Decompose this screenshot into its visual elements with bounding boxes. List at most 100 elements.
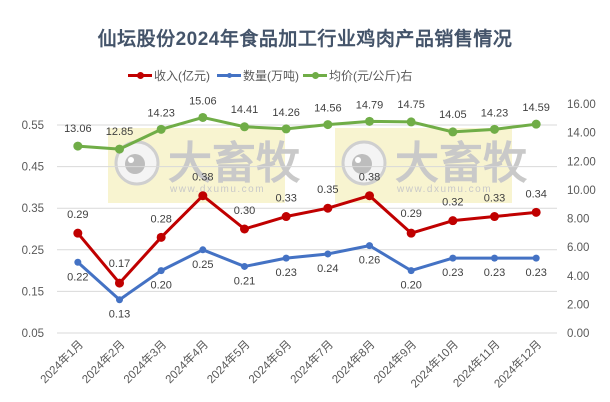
data-label: 0.34	[525, 188, 546, 200]
data-label: 0.32	[442, 197, 463, 209]
data-point-marker[interactable]	[448, 127, 458, 137]
legend-label: 均价(元/公斤)右	[329, 68, 413, 83]
x-axis-tick-label: 2024年3月	[121, 337, 170, 386]
data-label: 12.85	[106, 126, 134, 138]
data-point-marker[interactable]	[531, 207, 541, 217]
chart-legend: 收入(亿元) 数量(万吨) 均价(元/公斤)右	[0, 66, 610, 84]
data-label: 14.59	[522, 102, 550, 114]
legend-item-volume[interactable]: 数量(万吨)	[217, 66, 299, 84]
data-point-marker[interactable]	[240, 122, 249, 132]
right-axis-tick-label: 6.00	[567, 242, 589, 254]
right-axis-tick-label: 14.00	[567, 128, 596, 140]
data-point-marker[interactable]	[406, 228, 416, 238]
data-point-marker[interactable]	[281, 124, 291, 134]
data-point-marker[interactable]	[449, 254, 457, 262]
data-point-marker[interactable]	[198, 191, 208, 201]
data-point-marker[interactable]	[282, 254, 290, 262]
data-labels: 0.29 0.17 0.28 0.38 0.30 0.33 0.35 0.38 0.29 0.32…	[64, 95, 550, 320]
left-axis-tick-label: 0.35	[22, 203, 44, 215]
data-point-marker[interactable]	[323, 203, 333, 213]
data-label: 0.13	[109, 309, 130, 321]
data-point-marker[interactable]	[490, 124, 499, 134]
x-axis-tick-label: 2024年1月	[37, 337, 86, 386]
right-axis-tick-label: 10.00	[567, 185, 596, 197]
data-label: 0.38	[359, 172, 380, 184]
data-point-marker[interactable]	[241, 262, 248, 270]
legend-item-avg-price[interactable]: 均价(元/公斤)右	[303, 66, 412, 84]
data-point-marker[interactable]	[490, 212, 499, 222]
right-y-axis: 16.00 14.00 12.00 10.00 8.00 6.00 4.00 2.00 0.00	[567, 99, 596, 340]
data-label: 0.33	[275, 193, 296, 205]
data-point-marker[interactable]	[73, 141, 83, 151]
data-point-marker[interactable]	[74, 258, 82, 266]
svg-text:大畜牧: 大畜牧	[395, 139, 528, 188]
data-label: 0.26	[359, 255, 380, 267]
legend-line-marker-icon	[303, 71, 327, 79]
data-label: 0.30	[234, 205, 255, 217]
right-axis-tick-label: 8.00	[567, 214, 589, 226]
data-point-marker[interactable]	[240, 224, 249, 234]
gridlines	[57, 124, 557, 334]
data-label: 0.28	[150, 213, 171, 225]
legend-label: 收入(亿元)	[154, 68, 210, 83]
data-point-marker[interactable]	[199, 246, 207, 254]
right-axis-tick-label: 16.00	[567, 99, 596, 111]
legend-line-marker-icon	[217, 72, 241, 78]
legend-label: 数量(万吨)	[243, 68, 299, 83]
data-label: 0.38	[192, 172, 213, 184]
data-point-marker[interactable]	[448, 216, 458, 226]
series-layer	[73, 112, 541, 304]
data-label: 0.23	[525, 267, 546, 279]
x-axis-tick-label: 2024年5月	[204, 337, 253, 386]
left-axis-tick-label: 0.05	[22, 328, 44, 340]
data-point-marker[interactable]	[323, 120, 333, 130]
data-point-marker[interactable]	[531, 119, 541, 129]
data-point-marker[interactable]	[156, 124, 166, 134]
data-point-marker[interactable]	[406, 117, 416, 127]
data-point-marker[interactable]	[407, 267, 415, 275]
legend-item-revenue[interactable]: 收入(亿元)	[128, 66, 210, 84]
x-axis-tick-label: 2024年2月	[79, 337, 128, 386]
data-label: 14.26	[272, 107, 300, 119]
left-axis-tick-label: 0.55	[22, 120, 44, 132]
data-point-marker[interactable]	[115, 278, 124, 288]
data-label: 13.06	[64, 123, 92, 135]
x-axis-tick-label: 2024年4月	[162, 337, 211, 386]
data-label: 0.22	[67, 271, 88, 283]
data-point-marker[interactable]	[281, 212, 291, 222]
x-axis-tick-label: 2024年7月	[287, 337, 336, 386]
data-label: 0.21	[234, 275, 255, 287]
data-point-marker[interactable]	[365, 116, 374, 126]
data-point-marker[interactable]	[198, 112, 208, 122]
data-point-marker[interactable]	[324, 250, 332, 258]
data-point-marker[interactable]	[157, 267, 165, 275]
data-point-marker[interactable]	[366, 242, 373, 250]
left-y-axis: 0.55 0.45 0.35 0.25 0.15 0.05	[22, 120, 44, 340]
data-label: 0.23	[484, 267, 505, 279]
series-0	[73, 191, 541, 288]
left-axis-tick-label: 0.45	[22, 162, 44, 174]
data-label: 14.05	[439, 109, 467, 121]
x-axis-tick-label: 2024年8月	[329, 337, 378, 386]
data-label: 0.24	[317, 263, 338, 275]
series-1	[74, 242, 540, 304]
data-label: 14.23	[481, 107, 509, 119]
left-axis-tick-label: 0.25	[22, 245, 44, 257]
data-point-marker[interactable]	[532, 254, 540, 262]
data-point-marker[interactable]	[73, 228, 83, 238]
left-axis-tick-label: 0.15	[22, 286, 44, 298]
data-label: 14.79	[356, 99, 384, 111]
data-label: 0.29	[67, 209, 88, 221]
data-point-marker[interactable]	[115, 144, 124, 154]
data-point-marker[interactable]	[491, 254, 498, 262]
data-point-marker[interactable]	[365, 191, 374, 201]
data-label: 0.33	[484, 193, 505, 205]
data-label: 0.35	[317, 184, 338, 196]
data-point-marker[interactable]	[116, 296, 123, 304]
svg-text:www.dxumu.com: www.dxumu.com	[169, 184, 265, 195]
x-axis-tick-label: 2024年6月	[246, 337, 295, 386]
data-point-marker[interactable]	[156, 232, 166, 242]
